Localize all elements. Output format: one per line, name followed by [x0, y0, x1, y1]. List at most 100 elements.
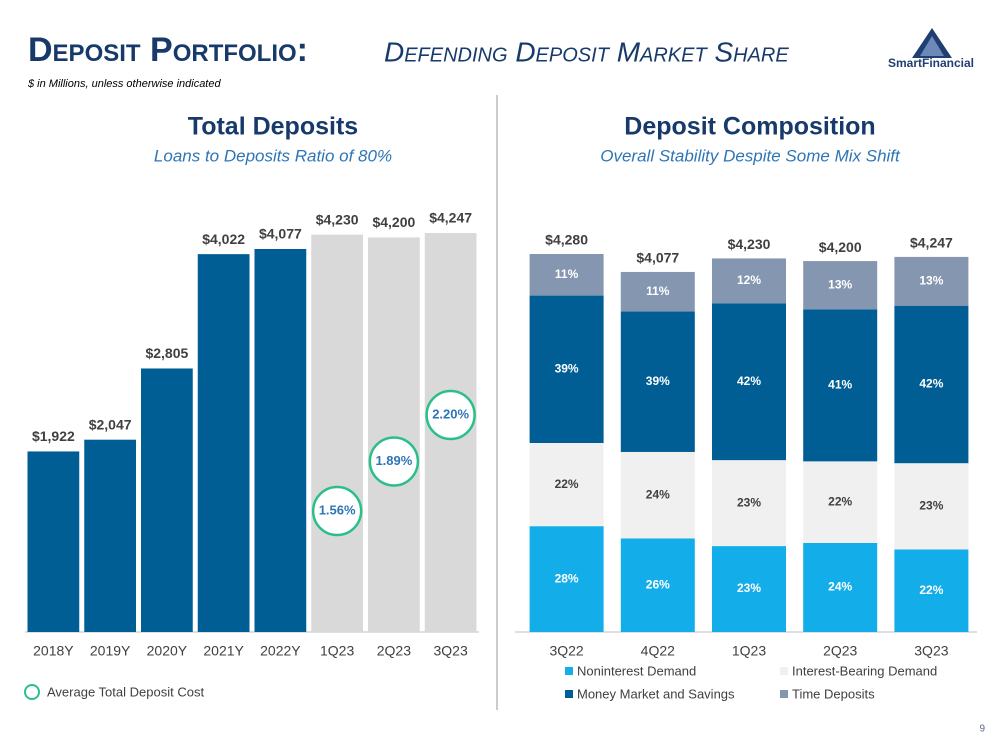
- segment-label: 23%: [737, 581, 761, 595]
- legend-label: Average Total Deposit Cost: [47, 684, 204, 699]
- total-label: $4,200: [819, 239, 862, 255]
- segment-label: 28%: [555, 571, 579, 585]
- x-tick-label: 2Q23: [823, 643, 857, 659]
- bar: [84, 439, 136, 632]
- logo-mark: [920, 36, 944, 56]
- value-label: $4,022: [202, 231, 245, 247]
- bar: [141, 368, 193, 632]
- slide-subtitle: Defending Deposit Market Share: [384, 36, 789, 67]
- bar-segment: [529, 295, 604, 443]
- segment-label: 23%: [737, 495, 761, 509]
- bar: [368, 237, 420, 632]
- bar-segment: [529, 526, 604, 632]
- page-number: 9: [979, 724, 985, 735]
- x-tick-label: 4Q22: [641, 643, 675, 659]
- segment-label: 22%: [919, 583, 943, 597]
- bar: [311, 234, 363, 633]
- value-label: $2,047: [89, 416, 132, 432]
- legend-label: Interest-Bearing Demand: [792, 663, 937, 678]
- x-tick-label: 1Q23: [732, 643, 766, 659]
- x-tick-label: 2Q23: [377, 643, 411, 659]
- bar-segment: [620, 271, 695, 312]
- legend-swatch: [565, 667, 573, 675]
- bar: [197, 254, 250, 633]
- cost-marker: [368, 436, 420, 487]
- chart-title: Deposit Composition: [624, 113, 875, 141]
- x-tick-label: 2022Y: [260, 643, 301, 659]
- value-label: $4,230: [316, 211, 359, 227]
- cost-label: 2.20%: [432, 406, 469, 421]
- legend-swatch: [780, 667, 788, 675]
- segment-label: 22%: [555, 477, 579, 491]
- deposit-composition-chart: Deposit Composition Overall Stability De…: [515, 113, 977, 701]
- bar-segment: [712, 546, 786, 632]
- bar-segment: [803, 542, 878, 632]
- bar-segment: [712, 303, 786, 461]
- x-tick-label: 2019Y: [90, 643, 131, 659]
- bar-segment: [712, 258, 786, 304]
- chart-title: Total Deposits: [188, 113, 358, 141]
- segment-label: 41%: [828, 378, 852, 392]
- legend-marker: [24, 684, 40, 700]
- cost-label: 1.56%: [319, 502, 356, 517]
- segment-label: 42%: [919, 377, 943, 391]
- bar: [254, 248, 307, 633]
- bar: [27, 451, 80, 632]
- x-tick-label: 3Q23: [434, 643, 468, 659]
- total-deposits-chart: Total Deposits Loans to Deposits Ratio o…: [24, 113, 479, 700]
- x-tick-label: 2021Y: [203, 643, 244, 659]
- segment-label: 24%: [828, 580, 852, 594]
- legend-swatch: [780, 690, 788, 698]
- bar-segment: [803, 261, 878, 310]
- segment-label: 26%: [646, 577, 670, 591]
- chart-subtitle: Overall Stability Despite Some Mix Shift: [600, 146, 901, 165]
- segment-label: 12%: [737, 273, 761, 287]
- cost-label: 1.89%: [375, 453, 412, 468]
- segment-label: 23%: [919, 499, 943, 513]
- bar-segment: [803, 461, 878, 543]
- bar-segment: [529, 443, 604, 527]
- bar-segment: [712, 460, 786, 547]
- x-tick-label: 2018Y: [33, 643, 74, 659]
- segment-label: 13%: [919, 273, 943, 287]
- segment-label: 11%: [555, 267, 579, 281]
- units-note: $ in Millions, unless otherwise indicate…: [27, 78, 221, 90]
- value-label: $4,247: [429, 210, 472, 226]
- bar-segment: [803, 309, 878, 462]
- x-tick-label: 3Q22: [549, 643, 583, 659]
- bar-segment: [620, 311, 695, 452]
- bar-segment: [894, 305, 969, 464]
- value-label: $1,922: [32, 428, 75, 444]
- total-label: $4,247: [910, 235, 953, 251]
- segment-label: 42%: [737, 374, 761, 388]
- legend-label: Money Market and Savings: [577, 686, 735, 701]
- value-label: $4,200: [372, 214, 415, 230]
- logo: SmartFinancial: [888, 28, 974, 70]
- bar-segment: [894, 256, 969, 306]
- segment-label: 24%: [646, 487, 670, 501]
- bar-segment: [894, 463, 969, 550]
- bar-segment: [894, 549, 969, 632]
- legend-label: Noninterest Demand: [577, 663, 696, 678]
- cost-marker: [311, 485, 363, 537]
- segment-label: 39%: [646, 374, 670, 388]
- segment-label: 13%: [828, 277, 852, 291]
- value-label: $2,805: [145, 345, 188, 361]
- x-tick-label: 2020Y: [147, 643, 188, 659]
- bar-segment: [529, 254, 604, 296]
- total-label: $4,280: [545, 232, 588, 248]
- legend-label: Time Deposits: [792, 686, 875, 701]
- segment-label: 22%: [828, 494, 852, 508]
- value-label: $4,077: [259, 226, 302, 242]
- logo-text: SmartFinancial: [888, 56, 974, 70]
- bar-segment: [620, 451, 695, 539]
- legend-swatch: [565, 690, 573, 698]
- segment-label: 11%: [646, 284, 670, 298]
- x-tick-label: 3Q23: [914, 643, 948, 659]
- total-label: $4,230: [728, 236, 771, 252]
- segment-label: 39%: [555, 361, 579, 375]
- total-label: $4,077: [636, 250, 679, 266]
- cost-marker: [425, 389, 476, 441]
- bar-segment: [620, 538, 695, 632]
